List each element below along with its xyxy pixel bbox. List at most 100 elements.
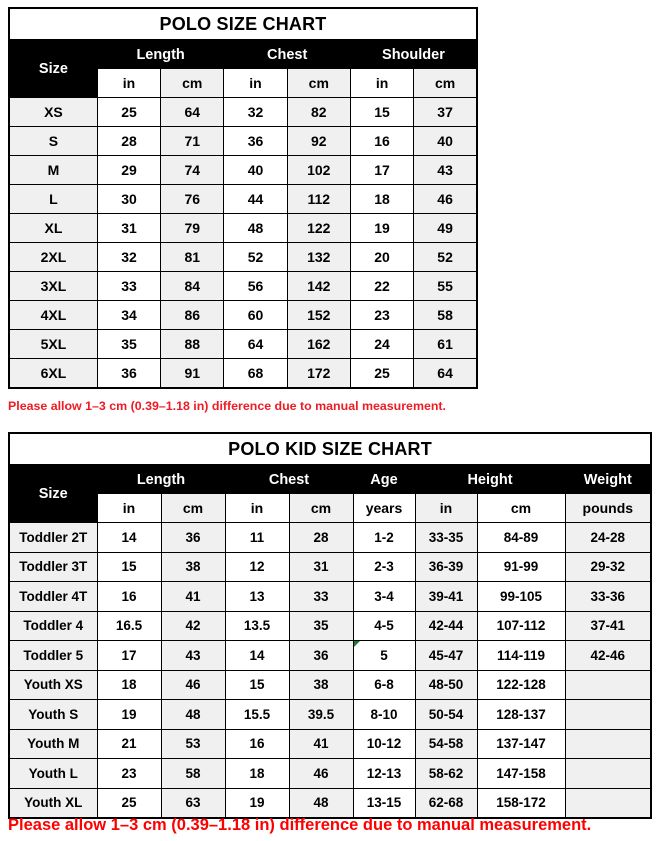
adult-cell-shoulder-in: 15: [349, 97, 415, 127]
kid-cell-age: 13-15: [352, 787, 416, 819]
kid-cell-chest-cm: 28: [288, 522, 354, 553]
adult-cell-shoulder-in: 17: [349, 155, 415, 185]
kid-cell-chest-in: 13: [224, 581, 290, 612]
adult-cell-size: S: [8, 126, 98, 156]
kid-cell-height-in: 36-39: [414, 551, 478, 582]
kid-cell-height-in: 33-35: [414, 522, 478, 553]
adult-cell-length-cm: 71: [160, 126, 225, 156]
kid-cell-age-value: 5: [380, 647, 388, 663]
kid-cell-height-cm: 137-147: [476, 728, 566, 759]
kid-cell-length-in: 19: [96, 699, 162, 730]
adult-cell-shoulder-in: 20: [349, 242, 415, 272]
kid-cell-length-cm: 46: [160, 669, 226, 700]
kid-cell-age: 1-2: [352, 522, 416, 553]
kid-cell-weight: [564, 787, 652, 819]
adult-cell-length-cm: 86: [160, 300, 225, 330]
kid-cell-chest-cm: 46: [288, 758, 354, 789]
kid-header-age-years: years: [352, 493, 416, 523]
kid-cell-height-cm: 91-99: [476, 551, 566, 582]
adult-unit-header-row: in cm in cm in cm: [9, 68, 478, 98]
kid-cell-weight: 42-46: [564, 640, 652, 671]
adult-cell-chest-in: 32: [223, 97, 288, 127]
kid-cell-length-cm: 43: [160, 640, 226, 671]
adult-cell-shoulder-cm: 37: [413, 97, 478, 127]
kid-cell-weight: 24-28: [564, 522, 652, 553]
adult-cell-shoulder-in: 23: [349, 300, 415, 330]
adult-cell-size: 5XL: [8, 329, 98, 359]
kid-cell-age: 6-8: [352, 669, 416, 700]
adult-header-group-shoulder: Shoulder: [349, 39, 478, 69]
table-row: Youth S 19 48 15.5 39.5 8-10 50-54 128-1…: [8, 699, 652, 730]
adult-cell-length-cm: 84: [160, 271, 225, 301]
kid-cell-size: Toddler 2T: [8, 522, 98, 553]
kid-cell-size: Youth XS: [8, 669, 98, 700]
kid-header-weight-pounds: pounds: [564, 493, 652, 523]
adult-cell-chest-in: 36: [223, 126, 288, 156]
adult-cell-length-in: 30: [96, 184, 162, 214]
kid-size-table: POLO KID SIZE CHART Size Length Chest Ag…: [8, 432, 653, 819]
adult-cell-chest-cm: 152: [286, 300, 351, 330]
adult-cell-length-cm: 74: [160, 155, 225, 185]
adult-cell-length-cm: 81: [160, 242, 225, 272]
kid-cell-age: 12-13: [352, 758, 416, 789]
kid-cell-size: Toddler 3T: [8, 551, 98, 582]
adult-cell-length-in: 29: [96, 155, 162, 185]
kid-cell-length-cm: 48: [160, 699, 226, 730]
kid-cell-length-in: 23: [96, 758, 162, 789]
kid-cell-height-in: 50-54: [414, 699, 478, 730]
kid-cell-age: 8-10: [352, 699, 416, 730]
kid-cell-height-cm: 128-137: [476, 699, 566, 730]
kid-cell-length-in: 16.5: [96, 610, 162, 641]
kid-cell-chest-cm: 33: [288, 581, 354, 612]
adult-cell-length-in: 34: [96, 300, 162, 330]
kid-header-height-in: in: [414, 493, 478, 523]
kid-cell-chest-cm: 31: [288, 551, 354, 582]
kid-cell-size: Youth S: [8, 699, 98, 730]
kid-cell-length-in: 16: [96, 581, 162, 612]
kid-cell-chest-in: 13.5: [224, 610, 290, 641]
adult-cell-shoulder-in: 24: [349, 329, 415, 359]
kid-cell-weight: [564, 758, 652, 789]
adult-cell-chest-in: 48: [223, 213, 288, 243]
table-row: M 29 74 40 102 17 43: [8, 155, 478, 185]
adult-cell-length-cm: 64: [160, 97, 225, 127]
adult-cell-shoulder-cm: 61: [413, 329, 478, 359]
adult-cell-chest-cm: 172: [286, 358, 351, 389]
adult-cell-shoulder-cm: 58: [413, 300, 478, 330]
table-row: XL 31 79 48 122 19 49: [8, 213, 478, 243]
adult-cell-length-cm: 88: [160, 329, 225, 359]
kid-cell-weight: 33-36: [564, 581, 652, 612]
kid-cell-chest-in: 15.5: [224, 699, 290, 730]
kid-cell-size: Toddler 5: [8, 640, 98, 671]
adult-cell-chest-in: 44: [223, 184, 288, 214]
kid-cell-height-cm: 107-112: [476, 610, 566, 641]
table-row: S 28 71 36 92 16 40: [8, 126, 478, 156]
kid-cell-length-in: 25: [96, 787, 162, 819]
adult-cell-length-in: 35: [96, 329, 162, 359]
table-row: Toddler 5 17 43 14 36 5 45-47 114-119 42…: [8, 640, 652, 671]
adult-cell-size: L: [8, 184, 98, 214]
adult-cell-chest-in: 64: [223, 329, 288, 359]
adult-cell-chest-cm: 112: [286, 184, 351, 214]
kid-header-group-age: Age: [352, 464, 416, 494]
adult-header-length-in: in: [96, 68, 162, 98]
table-row: 6XL 36 91 68 172 25 64: [8, 358, 478, 389]
table-row: Youth XL 25 63 19 48 13-15 62-68 158-172: [8, 787, 652, 819]
adult-header-size: Size: [8, 39, 98, 98]
kid-cell-length-in: 21: [96, 728, 162, 759]
kid-header-group-height: Height: [414, 464, 566, 494]
kid-cell-chest-in: 18: [224, 758, 290, 789]
kid-header-group-length: Length: [96, 464, 226, 494]
kid-cell-weight: [564, 699, 652, 730]
kid-cell-height-in: 62-68: [414, 787, 478, 819]
kid-cell-height-in: 58-62: [414, 758, 478, 789]
adult-header-shoulder-in: in: [349, 68, 415, 98]
kid-cell-age: 2-3: [352, 551, 416, 582]
adult-cell-chest-in: 56: [223, 271, 288, 301]
kid-cell-height-in: 39-41: [414, 581, 478, 612]
kid-cell-chest-in: 15: [224, 669, 290, 700]
adult-cell-shoulder-in: 19: [349, 213, 415, 243]
adult-cell-shoulder-cm: 64: [413, 358, 478, 389]
adult-header-chest-cm: cm: [286, 68, 351, 98]
